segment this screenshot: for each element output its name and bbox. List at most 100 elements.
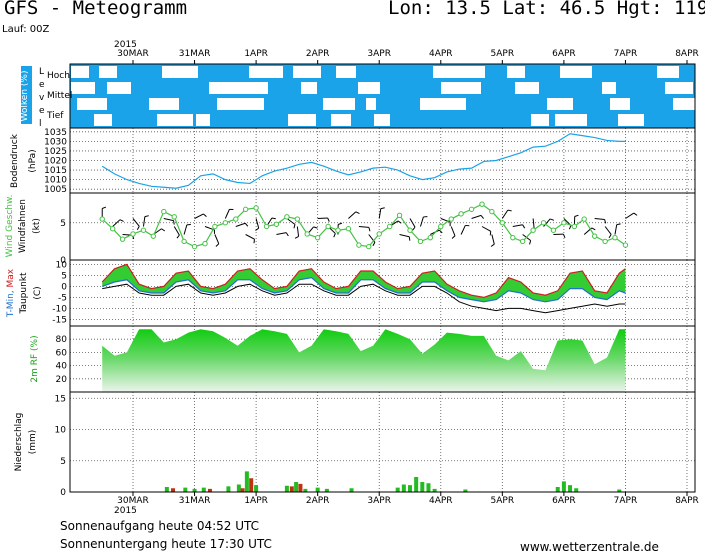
day-label-bottom: 4APR (429, 496, 453, 506)
wind-point (592, 234, 596, 238)
temp-label: T-Min, Max (6, 268, 16, 318)
precip-bar (294, 482, 298, 492)
precip-bar (254, 485, 258, 492)
humidity-tick-label: 20 (56, 375, 68, 385)
day-label-bottom: 7APR (614, 496, 638, 506)
wind-barb (461, 225, 465, 234)
cloud-free-block (441, 82, 481, 94)
wind-barb (513, 225, 523, 227)
wind-point (336, 228, 340, 232)
wind-point (110, 227, 114, 231)
wind-barb (195, 214, 204, 219)
cloud-free-block (366, 98, 376, 110)
pressure-tick-label: 1020 (44, 157, 67, 167)
level-label-mittel: Mittel (47, 91, 72, 101)
wind-point (397, 213, 401, 217)
precip-unit: (mm) (28, 430, 38, 455)
wind-barb-feather (272, 218, 276, 219)
wind-point (213, 224, 217, 228)
wind-barb-feather (356, 212, 360, 214)
cloud-free-block (560, 66, 592, 78)
wind-point (603, 239, 607, 243)
wind-barb (502, 210, 507, 218)
wind-barb-feather (145, 216, 149, 217)
wind-barb (615, 225, 617, 235)
day-label-top: 5APR (491, 49, 515, 59)
cloud-free-block (547, 98, 573, 110)
cloud-free-block (71, 66, 89, 78)
cloud-free-block (323, 98, 355, 110)
pressure-tick-label: 1005 (44, 185, 67, 195)
humidity-tick-label: 40 (56, 362, 68, 372)
wind-point (562, 221, 566, 225)
cloud-free-block (665, 82, 693, 94)
wind-point (151, 234, 155, 238)
wind-point (490, 209, 494, 213)
cloud-free-block (71, 82, 95, 94)
level-label-hoch: Hoch (47, 71, 70, 81)
humidity-tick-label: 80 (56, 335, 68, 345)
precip-bar (574, 488, 578, 492)
wind-barb-feather (575, 215, 579, 216)
wind-point (367, 244, 371, 248)
wind-point (346, 227, 350, 231)
wind-barb (359, 227, 369, 228)
precip-bar (249, 478, 253, 492)
cloud-free-block (531, 114, 549, 126)
pressure-tick-label: 1030 (44, 137, 67, 147)
day-label-bottom: 31MAR (179, 496, 211, 506)
wind-point (192, 244, 196, 248)
wind-barb (379, 209, 381, 219)
wind-point (162, 209, 166, 213)
wind-barb-feather (203, 214, 206, 217)
precip-bar (350, 488, 354, 492)
site-link[interactable]: www.wetterzentrale.de (520, 540, 659, 554)
wind-point (182, 239, 186, 243)
wind-point (357, 243, 361, 247)
humidity-area (102, 329, 625, 392)
wind-tick-label: 5 (60, 219, 66, 229)
cloud-free-block (673, 98, 705, 110)
cloud-free-block (77, 98, 107, 110)
wind-barb-feather (452, 236, 455, 239)
dewpoint-label: Taupunkt (19, 272, 29, 315)
precip-bar (426, 483, 430, 492)
wind-label: Wind Geschw. (5, 195, 15, 258)
wind-point (326, 224, 330, 228)
cloud-free-block (331, 114, 351, 126)
day-label-top: 7APR (614, 49, 638, 59)
pressure-unit: (hPa) (28, 149, 38, 172)
wind-barb (276, 233, 286, 235)
level-letter: L (39, 67, 44, 77)
cloud-free-block (602, 82, 616, 94)
wind-barb (533, 219, 534, 229)
wind-point (520, 239, 524, 243)
wind-barb (482, 227, 491, 232)
level-letter: v (39, 93, 45, 103)
wind-barb (400, 235, 410, 237)
wind-barb (605, 227, 611, 235)
cloud-free-block (209, 82, 229, 94)
precip-tick-label: 0 (60, 488, 66, 498)
day-label-bottom: 6APR (552, 496, 576, 506)
precip-bar (408, 485, 412, 492)
cloud-free-block (196, 114, 210, 126)
wind-barb (225, 209, 229, 218)
cloud-free-block (433, 66, 485, 78)
cloud-free-block (249, 66, 283, 78)
cloud-free-block (162, 66, 198, 78)
precip-tick-label: 15 (55, 394, 66, 404)
panel-frame-wind (70, 193, 695, 260)
cloud-free-block (336, 66, 356, 78)
wind-barb-feather (295, 236, 299, 238)
wind-barb (348, 212, 355, 219)
wind-point (264, 224, 268, 228)
precip-bar (402, 485, 406, 493)
wind-point (469, 207, 473, 211)
wind-barb-feather (490, 231, 491, 235)
temp-tick-label: 0 (61, 282, 67, 292)
wind-point (449, 217, 453, 221)
wind-barb-feather (174, 221, 175, 225)
wind-point (243, 207, 247, 211)
precip-bar (298, 484, 302, 492)
